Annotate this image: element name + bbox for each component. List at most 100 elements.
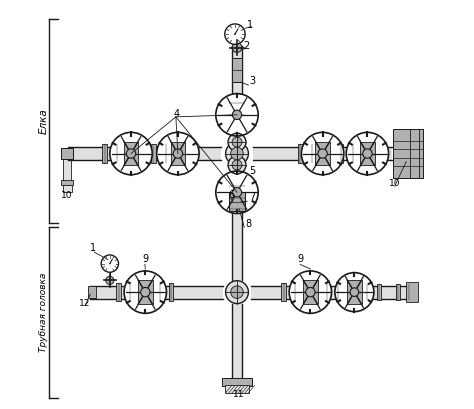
Bar <box>232 58 242 82</box>
Text: 9: 9 <box>297 254 303 265</box>
Text: 12: 12 <box>79 299 90 308</box>
Text: 4: 4 <box>174 109 180 119</box>
Circle shape <box>232 188 242 197</box>
Bar <box>360 142 375 165</box>
Text: 7: 7 <box>249 193 255 202</box>
Bar <box>406 282 419 302</box>
Bar <box>351 144 356 163</box>
Circle shape <box>101 255 118 272</box>
Circle shape <box>157 133 199 175</box>
Bar <box>63 159 71 184</box>
Bar <box>407 284 411 300</box>
Text: 1: 1 <box>247 20 253 30</box>
Circle shape <box>173 149 182 158</box>
Circle shape <box>232 160 242 170</box>
Circle shape <box>226 281 248 303</box>
Circle shape <box>216 94 258 136</box>
Text: 3: 3 <box>249 76 255 86</box>
Bar <box>171 142 185 165</box>
Circle shape <box>306 288 315 297</box>
Circle shape <box>110 133 152 175</box>
Bar <box>163 144 168 163</box>
Bar <box>336 283 340 301</box>
Bar <box>232 165 242 280</box>
Bar <box>229 196 245 201</box>
Text: 9: 9 <box>142 254 148 265</box>
Text: 10: 10 <box>389 179 400 188</box>
Bar <box>61 180 73 185</box>
Text: 6: 6 <box>229 191 235 200</box>
Bar <box>63 185 72 192</box>
Bar <box>61 148 73 159</box>
Bar <box>229 192 245 211</box>
Bar <box>293 283 298 301</box>
Circle shape <box>226 142 248 165</box>
Bar <box>347 281 362 304</box>
Bar <box>396 284 400 300</box>
Circle shape <box>346 133 389 175</box>
Circle shape <box>232 110 242 119</box>
Bar <box>232 45 242 142</box>
Bar <box>251 285 414 299</box>
Bar <box>128 283 133 301</box>
Bar <box>124 142 138 165</box>
Bar <box>157 283 162 301</box>
Bar <box>232 304 242 380</box>
Circle shape <box>225 24 245 44</box>
Circle shape <box>109 263 110 264</box>
Bar <box>377 284 381 300</box>
Text: Елка: Елка <box>39 108 49 134</box>
Circle shape <box>318 149 327 158</box>
Bar <box>229 100 245 105</box>
Circle shape <box>363 149 372 158</box>
Circle shape <box>232 137 242 147</box>
Bar <box>221 378 253 386</box>
Bar <box>68 147 221 160</box>
Circle shape <box>289 271 332 313</box>
Bar <box>88 286 96 298</box>
Circle shape <box>141 288 150 297</box>
Bar <box>410 129 419 178</box>
Bar <box>116 283 121 301</box>
Circle shape <box>106 276 114 285</box>
Circle shape <box>124 271 166 313</box>
Text: 11: 11 <box>233 390 245 399</box>
Bar <box>229 184 245 189</box>
Circle shape <box>234 33 236 35</box>
Bar <box>324 283 329 301</box>
Circle shape <box>231 286 243 299</box>
Text: 1: 1 <box>90 243 96 254</box>
Bar <box>338 144 343 163</box>
Text: Трубная головка: Трубная головка <box>39 273 48 352</box>
Bar <box>310 144 315 163</box>
Bar <box>169 283 173 301</box>
Bar <box>365 284 369 300</box>
Bar <box>138 281 153 304</box>
Circle shape <box>216 171 258 213</box>
Bar <box>225 385 249 393</box>
Circle shape <box>127 149 136 158</box>
Bar <box>315 142 330 165</box>
Circle shape <box>228 156 246 174</box>
Circle shape <box>231 147 243 160</box>
Bar <box>102 144 107 163</box>
Text: 5: 5 <box>249 166 255 176</box>
Bar <box>229 206 245 211</box>
Bar <box>253 147 392 160</box>
Bar <box>282 283 286 301</box>
Bar <box>392 129 423 178</box>
Circle shape <box>335 273 374 312</box>
Text: 10: 10 <box>61 191 73 200</box>
Bar <box>303 281 318 304</box>
Bar <box>90 285 223 299</box>
Circle shape <box>232 43 242 52</box>
Text: 2: 2 <box>243 41 249 51</box>
Bar <box>229 112 245 117</box>
Circle shape <box>350 288 359 297</box>
Circle shape <box>301 133 344 175</box>
Bar <box>151 144 156 163</box>
Bar <box>114 144 119 163</box>
Bar <box>298 144 302 163</box>
Circle shape <box>228 133 246 151</box>
Text: 8: 8 <box>245 219 251 229</box>
